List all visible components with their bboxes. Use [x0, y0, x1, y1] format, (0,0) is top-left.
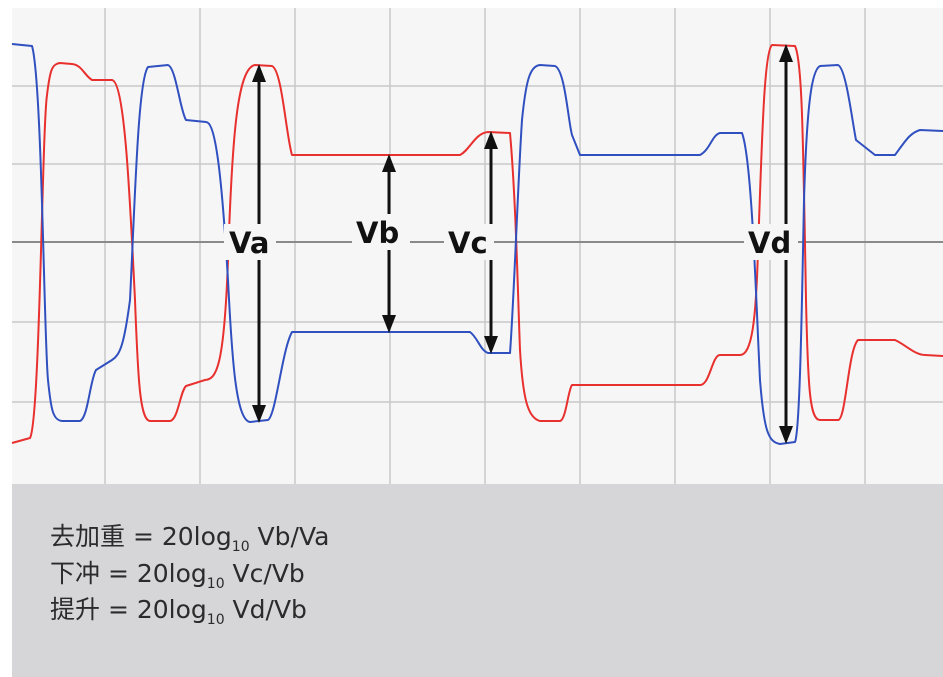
formula-sub: 10 — [206, 576, 225, 592]
formula-sub: 10 — [206, 612, 225, 628]
blue-trace — [11, 43, 943, 445]
formula-sub: 10 — [231, 539, 250, 555]
vc-label-bg — [444, 224, 494, 260]
formula-undershoot: 下冲 = 20log10 Vc/Vb — [50, 554, 305, 592]
formula-name: 去加重 — [50, 522, 126, 551]
formula-eq: = 20log — [100, 595, 207, 624]
vd-label: Vd — [748, 226, 791, 260]
formula-ratio: Vb/Va — [249, 522, 330, 551]
vd-label-bg — [744, 224, 798, 260]
formula-boost: 提升 = 20log10 Vd/Vb — [50, 590, 307, 628]
vb-label: Vb — [356, 216, 399, 250]
formula-ratio: Vd/Vb — [224, 595, 307, 624]
formula-eq: = 20log — [100, 559, 207, 588]
formula-ratio: Vc/Vb — [224, 559, 305, 588]
waveform-diagram: Va Vb Vc Vd — [11, 8, 943, 484]
va-label: Va — [229, 226, 269, 260]
vb-label-bg — [352, 214, 410, 250]
formula-eq: = 20log — [125, 522, 232, 551]
vc-label: Vc — [448, 226, 488, 260]
grid — [12, 8, 943, 484]
formula-name: 下冲 — [50, 559, 101, 588]
formula-name: 提升 — [50, 595, 101, 624]
va-label-bg — [224, 224, 276, 260]
formula-deemphasis: 去加重 = 20log10 Vb/Va — [50, 517, 329, 555]
red-trace — [11, 44, 943, 444]
formula-panel: 去加重 = 20log10 Vb/Va 下冲 = 20log10 Vc/Vb 提… — [12, 484, 943, 677]
